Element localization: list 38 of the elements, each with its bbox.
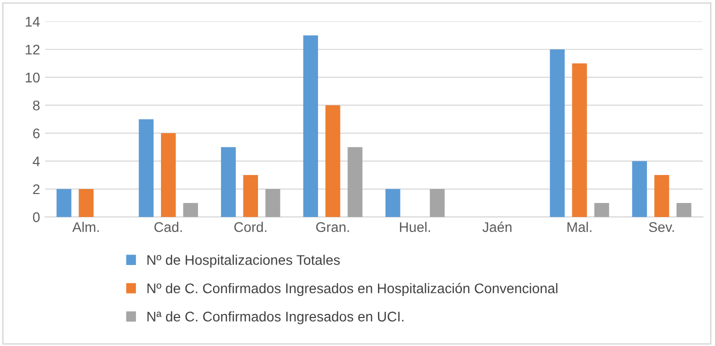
bar (348, 147, 362, 217)
x-tick-label: Jaén (482, 222, 512, 232)
bar (265, 189, 280, 217)
bar (550, 49, 565, 217)
x-tick-label: Alm. (72, 222, 99, 232)
bar (183, 202, 198, 217)
bar (303, 35, 318, 217)
y-tick-label: 4 (32, 156, 40, 166)
bar (572, 63, 587, 217)
bar (385, 189, 400, 217)
bar (676, 202, 692, 217)
legend-label: Nª de C. Confirmados Ingresados en UCI. (147, 311, 404, 324)
x-tick-label: Cad. (154, 222, 182, 232)
y-tick-label: 8 (33, 100, 40, 110)
x-tick-label: Mal. (568, 222, 592, 232)
y-tick-label: 6 (33, 128, 40, 138)
bar (138, 119, 154, 217)
bar (430, 189, 445, 217)
legend-label: Nº de Hospitalizaciones Totales (147, 254, 340, 268)
bar (56, 189, 72, 217)
bar (221, 147, 236, 217)
y-tick-label: 2 (33, 184, 40, 194)
bar (160, 133, 176, 217)
x-tick-label: Huel. (400, 222, 430, 232)
legend-label: Nº de C. Confirmados Ingresados en Hospitalización Convencional (147, 282, 558, 296)
bar (78, 189, 94, 217)
y-tick-label: 10 (26, 72, 40, 82)
y-tick-label: 0 (33, 212, 40, 222)
bar (243, 175, 258, 217)
bar (594, 202, 610, 217)
bar (654, 175, 670, 217)
y-tick-label: 14 (26, 16, 40, 26)
x-tick-label: Gran. (316, 222, 349, 232)
y-tick-label: 12 (26, 44, 40, 54)
x-tick-label: Cord. (234, 222, 266, 232)
bar (632, 161, 647, 217)
x-tick-label: Sev. (648, 222, 674, 232)
bar (325, 105, 340, 217)
